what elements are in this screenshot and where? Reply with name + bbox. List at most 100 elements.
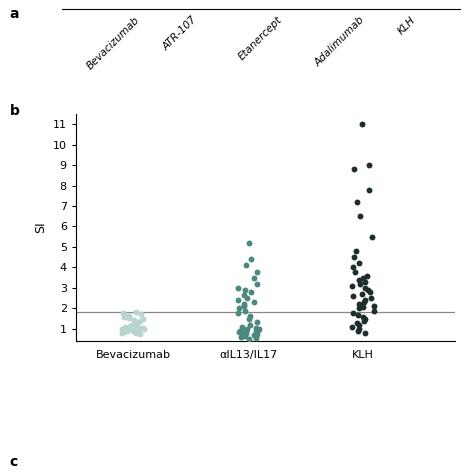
Point <box>252 328 259 335</box>
Point <box>353 198 360 206</box>
Point <box>358 291 366 298</box>
Point <box>361 278 368 286</box>
Point <box>252 335 259 342</box>
Point <box>354 319 361 327</box>
Point <box>137 325 144 333</box>
Point <box>250 331 258 339</box>
Point <box>237 329 244 337</box>
Text: Adalimumab: Adalimumab <box>312 15 366 68</box>
Point <box>241 307 249 314</box>
Point <box>240 331 247 338</box>
Point <box>129 328 137 335</box>
Point <box>134 322 141 330</box>
Point <box>135 325 142 332</box>
Point <box>119 309 127 316</box>
Text: KLH: KLH <box>396 15 418 36</box>
Text: ATR-107: ATR-107 <box>161 15 199 53</box>
Point <box>348 323 356 331</box>
Point <box>240 301 248 308</box>
Point <box>355 311 362 319</box>
Point <box>128 321 136 329</box>
Point <box>128 321 136 328</box>
Point <box>247 288 255 296</box>
Point <box>123 327 130 335</box>
Point <box>125 314 133 321</box>
Point <box>246 321 254 328</box>
Point <box>363 272 371 280</box>
Text: Bevacizumab: Bevacizumab <box>85 15 142 71</box>
Point <box>370 302 378 310</box>
Point <box>362 329 369 337</box>
Point <box>361 315 368 322</box>
Point <box>122 326 129 334</box>
Point <box>253 330 261 338</box>
Point <box>237 333 245 341</box>
Point <box>355 325 362 333</box>
Point <box>130 319 137 327</box>
Point <box>136 327 143 334</box>
Point <box>253 280 261 288</box>
Point <box>246 336 253 343</box>
Point <box>139 315 146 322</box>
Point <box>235 305 242 312</box>
Y-axis label: SI: SI <box>34 222 47 233</box>
Point <box>139 324 146 331</box>
Point <box>132 318 139 326</box>
Point <box>242 329 249 337</box>
Point <box>134 326 141 333</box>
Point <box>132 308 140 315</box>
Point <box>255 326 263 333</box>
Point <box>352 268 359 275</box>
Point <box>136 330 143 338</box>
Point <box>254 318 261 326</box>
Point <box>355 321 363 328</box>
Point <box>361 297 369 304</box>
Point <box>360 274 367 282</box>
Point <box>240 292 248 299</box>
Point <box>349 292 357 300</box>
Point <box>235 328 243 336</box>
Point <box>253 332 260 340</box>
Point <box>355 301 363 308</box>
Point <box>135 324 142 331</box>
Point <box>359 304 367 311</box>
Point <box>359 120 366 128</box>
Point <box>240 330 248 337</box>
Point <box>240 302 247 310</box>
Point <box>133 319 141 327</box>
Point <box>120 313 128 320</box>
Point <box>125 324 132 332</box>
Point <box>130 316 137 324</box>
Text: a: a <box>9 7 19 21</box>
Point <box>133 329 140 337</box>
Point <box>234 284 241 292</box>
Point <box>130 323 138 331</box>
Point <box>118 329 126 337</box>
Point <box>244 325 251 333</box>
Point <box>360 299 367 306</box>
Point <box>354 327 362 335</box>
Point <box>125 312 133 319</box>
Point <box>247 255 255 263</box>
Point <box>368 233 376 240</box>
Point <box>355 276 362 283</box>
Point <box>137 317 144 325</box>
Point <box>140 326 147 333</box>
Point <box>366 288 374 296</box>
Point <box>120 326 128 334</box>
Point <box>361 317 368 325</box>
Point <box>349 264 356 271</box>
Point <box>253 268 261 275</box>
Point <box>356 260 363 267</box>
Point <box>234 309 241 316</box>
Point <box>358 301 365 309</box>
Point <box>350 165 358 173</box>
Point <box>245 239 252 246</box>
Point <box>359 313 366 320</box>
Point <box>356 212 364 220</box>
Point <box>255 326 262 334</box>
Point <box>367 294 375 302</box>
Point <box>243 294 250 302</box>
Point <box>243 262 250 269</box>
Point <box>356 280 364 288</box>
